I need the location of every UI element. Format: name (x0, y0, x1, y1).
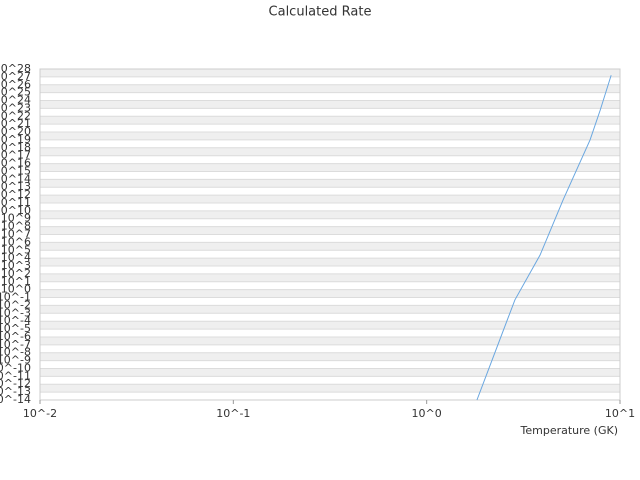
y-tick-label: 10^16 (0, 157, 31, 170)
x-axis-label: Temperature (GK) (520, 424, 619, 437)
y-tick-label: 10^20 (0, 125, 31, 138)
y-tick-label: 10^22 (0, 109, 31, 122)
grid-band (40, 321, 620, 330)
grid-band (40, 273, 620, 282)
y-tick-label: 10^5 (1, 243, 31, 256)
grid (40, 68, 620, 401)
y-tick-label: 10^10 (0, 204, 31, 217)
y-tick-label: 10^-10 (0, 361, 31, 374)
grid-band (40, 305, 620, 314)
y-tick-label: 10^-3 (0, 306, 31, 319)
x-tick-label: 10^-1 (216, 407, 250, 420)
grid-band (40, 336, 620, 345)
grid-band (40, 163, 620, 172)
y-tick-label: 10^-9 (0, 354, 31, 367)
y-tick-label: 10^1 (1, 275, 31, 288)
y-tick-label: 10^-14 (0, 393, 31, 406)
x-tick-label: 10^0 (412, 407, 442, 420)
y-tick-label: 10^17 (0, 149, 31, 162)
grid-band (40, 116, 620, 125)
y-tick-label: 10^28 (0, 62, 31, 75)
grid-band (40, 84, 620, 93)
grid-band (40, 69, 620, 77)
data-line (476, 75, 612, 401)
y-tick-label: 10^0 (1, 283, 31, 296)
y-tick-label: 10^-2 (0, 298, 31, 311)
grid-band (40, 242, 620, 251)
chart-title: Calculated Rate (269, 5, 372, 20)
y-tick-label: 10^13 (0, 180, 31, 193)
grid-band (40, 100, 620, 109)
grid-band (40, 226, 620, 235)
grid-band (40, 195, 620, 203)
y-tick-label: 10^-8 (0, 346, 31, 359)
y-tick-label: 10^-5 (0, 322, 31, 335)
grid-band (40, 384, 620, 393)
grid-band (40, 289, 620, 298)
y-tick-label: 10^6 (1, 235, 31, 248)
grid-band (40, 132, 620, 140)
y-tick-label: 10^2 (1, 267, 31, 280)
grid-band (40, 147, 620, 156)
x-tick-label: 10^-2 (23, 407, 57, 420)
plot-frame (39, 68, 621, 401)
y-tick-label: 10^9 (1, 212, 31, 225)
grid-band (40, 368, 620, 377)
y-tick-label: 10^7 (1, 228, 31, 241)
y-tick-label: 10^24 (0, 94, 31, 107)
y-tick-label: 10^-6 (0, 330, 31, 343)
y-tick-label: 10^27 (0, 70, 31, 83)
grid-band (40, 179, 620, 188)
y-tick-label: 10^-4 (0, 314, 31, 327)
y-tick-label: 10^12 (0, 188, 31, 201)
x-tick-label: 10^1 (605, 407, 635, 420)
y-tick-label: 10^26 (0, 78, 31, 91)
y-tick-label: 10^25 (0, 86, 31, 99)
y-tick-label: 10^-1 (0, 291, 31, 304)
y-tick-label: 10^-13 (0, 385, 31, 398)
y-tick-label: 10^-12 (0, 377, 31, 390)
y-tick-label: 10^23 (0, 101, 31, 114)
y-tick-label: 10^21 (0, 117, 31, 130)
grid-band (40, 210, 620, 219)
y-tick-label: 10^4 (1, 251, 31, 264)
y-tick-label: 10^-11 (0, 369, 31, 382)
y-tick-label: 10^-7 (0, 338, 31, 351)
y-tick-label: 10^18 (0, 141, 31, 154)
y-tick-label: 10^15 (0, 164, 31, 177)
y-tick-label: 10^3 (1, 259, 31, 272)
y-tick-label: 10^19 (0, 133, 31, 146)
grid-band (40, 258, 620, 267)
y-tick-label: 10^8 (1, 220, 31, 233)
grid-band (40, 352, 620, 361)
y-tick-label: 10^11 (0, 196, 31, 209)
y-tick-label: 10^14 (0, 172, 31, 185)
